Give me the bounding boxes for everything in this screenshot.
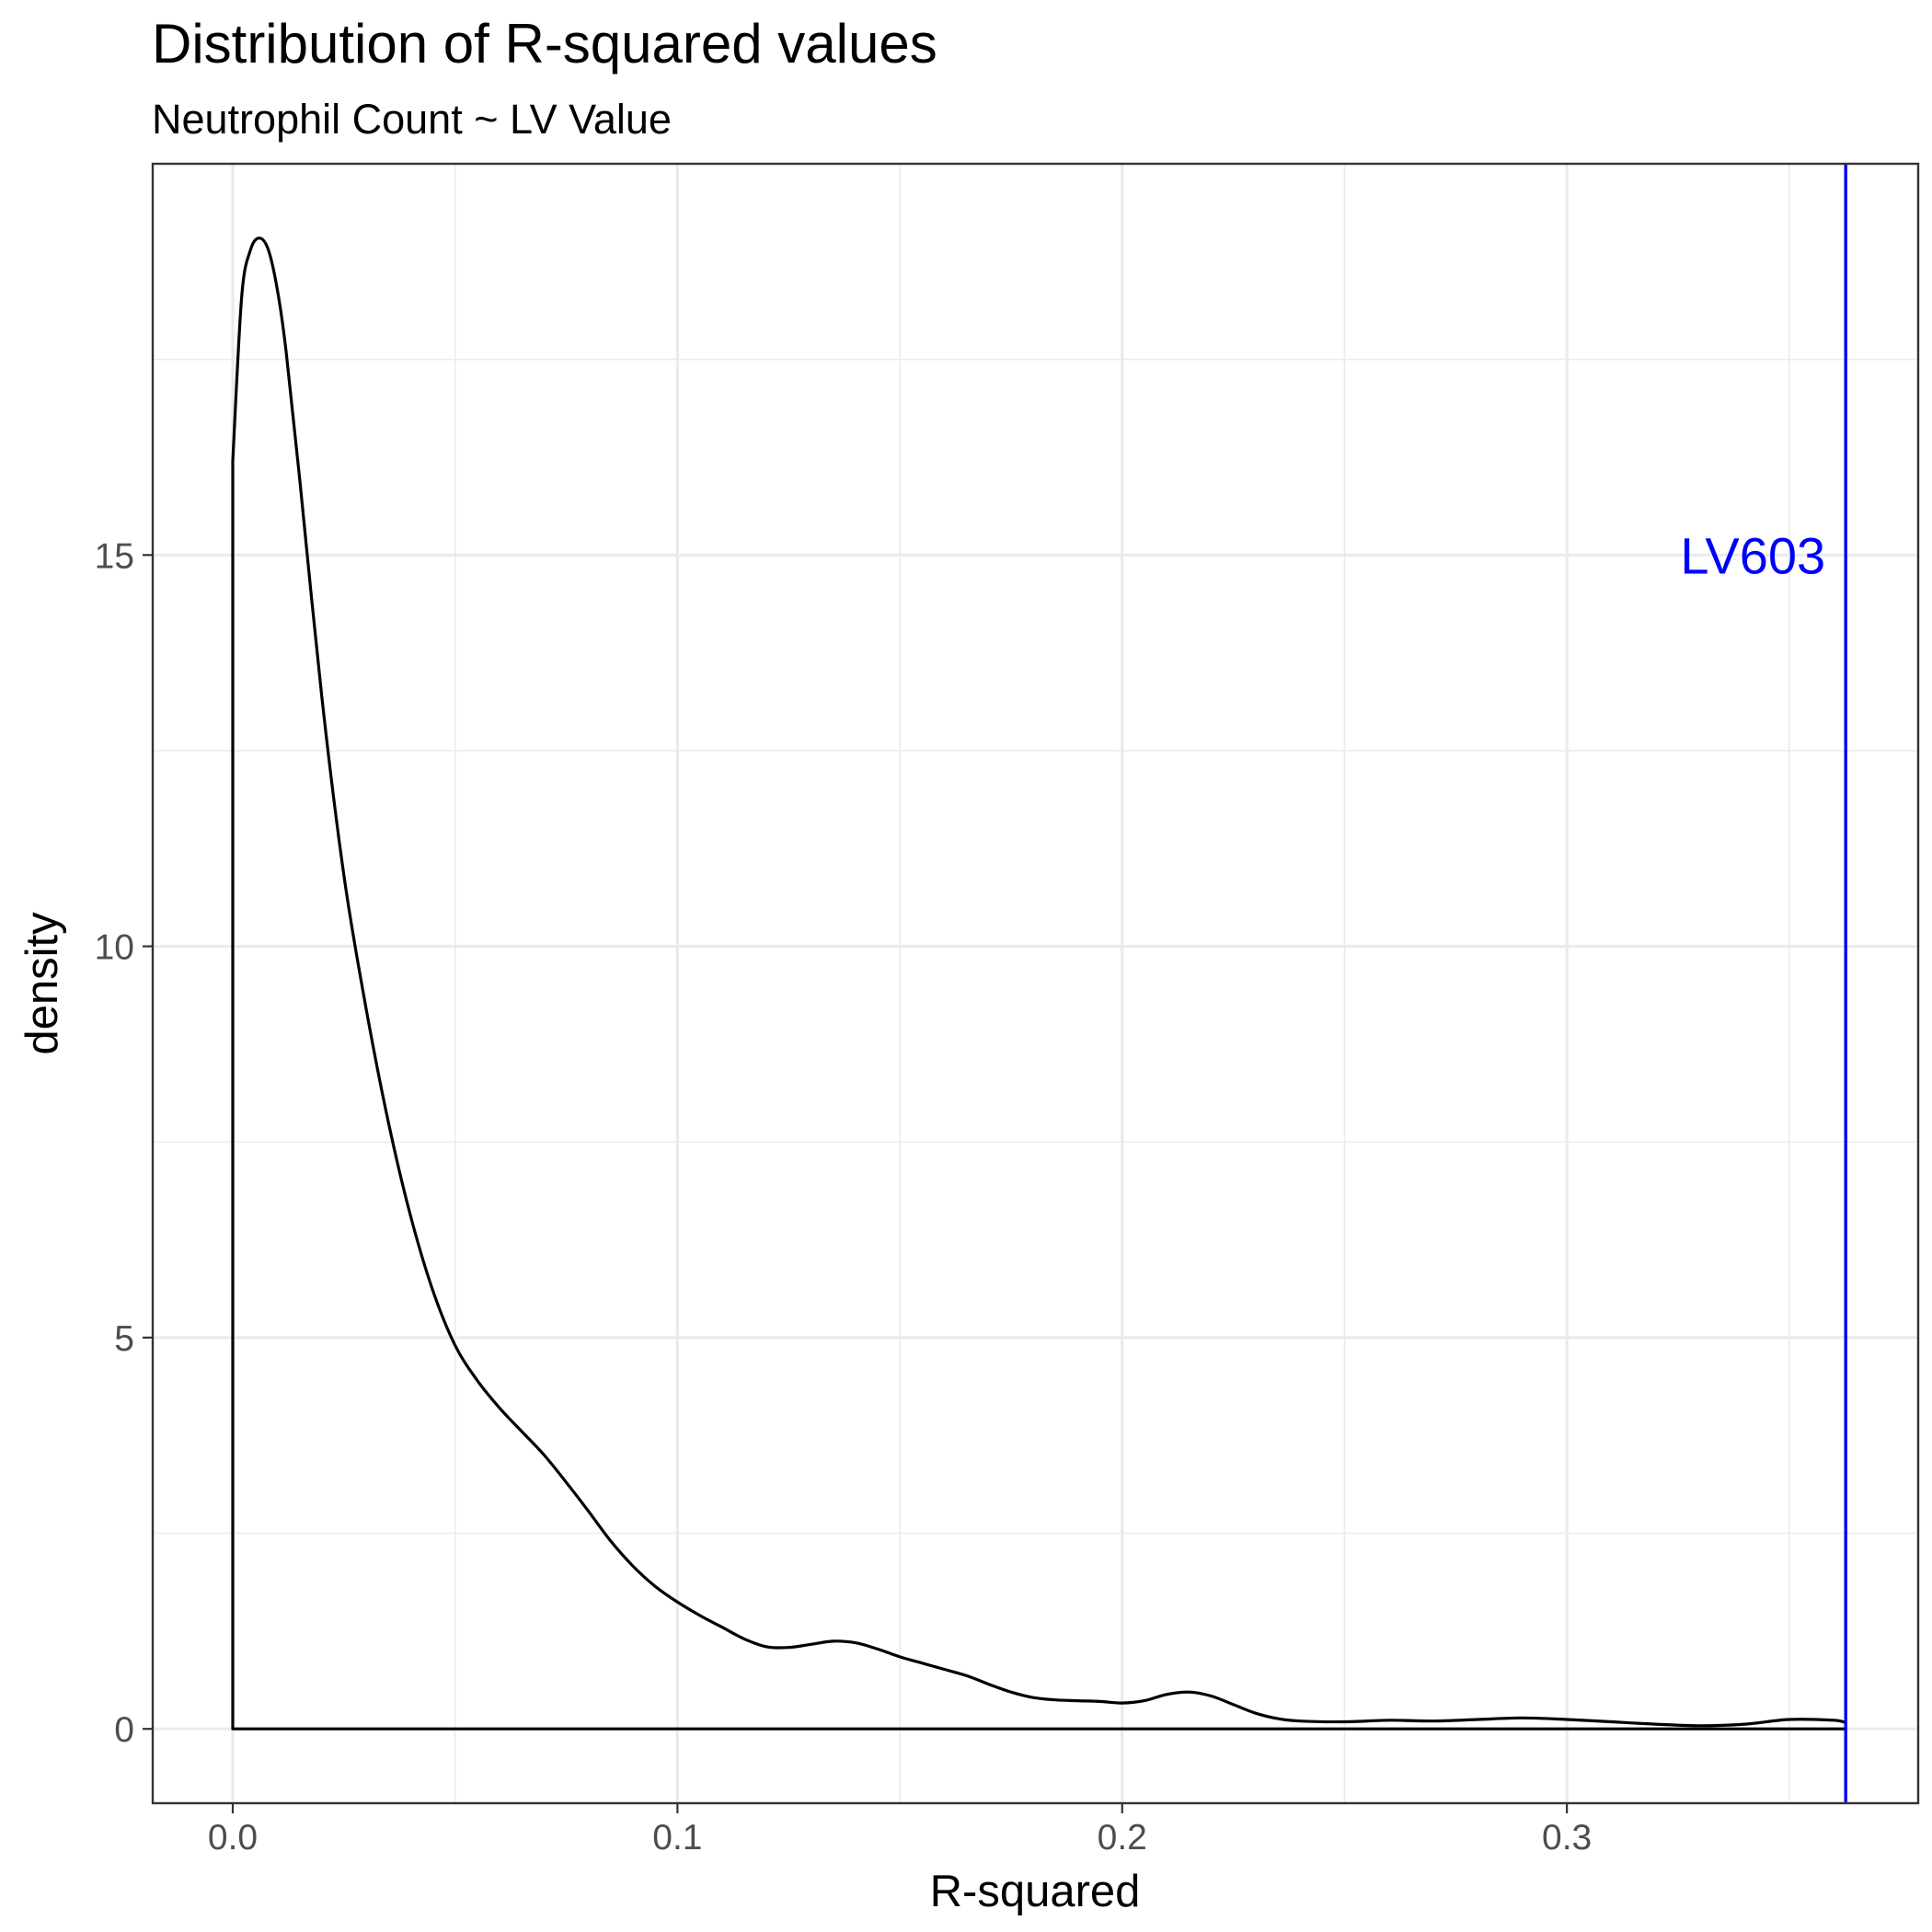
chart-subtitle: Neutrophil Count ~ LV Value (152, 96, 672, 143)
data-layer: LV603 (231, 164, 1847, 1803)
plot-panel: LV603 (151, 162, 1920, 1805)
x-tick-label: 0.0 (208, 1818, 258, 1857)
y-tick-label: 15 (95, 536, 134, 576)
y-axis-title: density (17, 912, 67, 1055)
x-tick-label: 0.2 (1098, 1818, 1147, 1857)
x-tick-label: 0.1 (652, 1818, 702, 1857)
x-axis-title: R-squared (930, 1867, 1141, 1916)
density-curve (231, 236, 1847, 1731)
reference-line-label: LV603 (1680, 526, 1825, 584)
panel-border (151, 162, 1920, 1805)
x-axis: 0.0 0.1 0.2 0.3 (208, 1803, 1592, 1857)
minor-gridlines (153, 164, 1918, 1803)
y-tick-label: 10 (95, 928, 134, 968)
panel-background (153, 164, 1918, 1803)
y-tick-label: 5 (114, 1319, 134, 1359)
x-tick-label: 0.3 (1542, 1818, 1592, 1857)
chart-title: Distribution of R-squared values (152, 13, 937, 75)
y-tick-label: 0 (114, 1710, 134, 1750)
y-axis: 0 5 10 15 (95, 536, 153, 1750)
